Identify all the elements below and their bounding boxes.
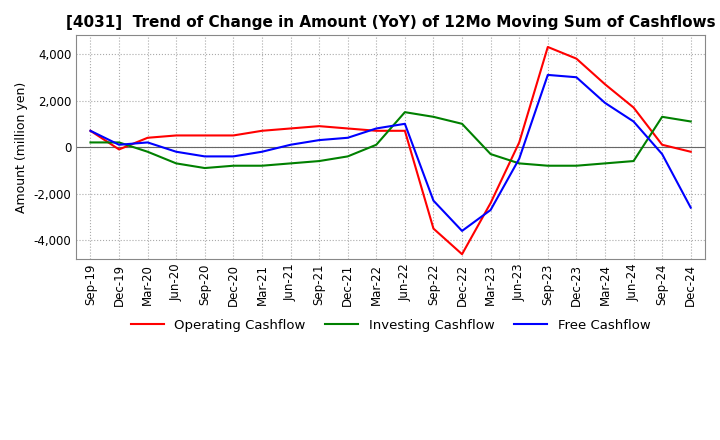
Free Cashflow <box>258 149 266 154</box>
Operating Cashflow <box>287 126 295 131</box>
Free Cashflow <box>572 75 581 80</box>
Free Cashflow <box>686 205 695 210</box>
Operating Cashflow <box>372 128 381 133</box>
Investing Cashflow <box>114 140 123 145</box>
Operating Cashflow <box>629 105 638 110</box>
Operating Cashflow <box>86 128 95 133</box>
Free Cashflow <box>486 207 495 213</box>
Free Cashflow <box>229 154 238 159</box>
Y-axis label: Amount (million yen): Amount (million yen) <box>15 81 28 213</box>
Free Cashflow <box>143 140 152 145</box>
Investing Cashflow <box>600 161 609 166</box>
Investing Cashflow <box>172 161 181 166</box>
Investing Cashflow <box>686 119 695 124</box>
Legend: Operating Cashflow, Investing Cashflow, Free Cashflow: Operating Cashflow, Investing Cashflow, … <box>125 314 656 337</box>
Free Cashflow <box>629 119 638 124</box>
Free Cashflow <box>200 154 209 159</box>
Operating Cashflow <box>315 124 323 129</box>
Free Cashflow <box>315 137 323 143</box>
Free Cashflow <box>172 149 181 154</box>
Free Cashflow <box>658 151 667 157</box>
Free Cashflow <box>600 100 609 106</box>
Free Cashflow <box>287 142 295 147</box>
Operating Cashflow <box>515 140 523 145</box>
Investing Cashflow <box>400 110 409 115</box>
Line: Operating Cashflow: Operating Cashflow <box>91 47 690 254</box>
Operating Cashflow <box>343 126 352 131</box>
Investing Cashflow <box>544 163 552 169</box>
Investing Cashflow <box>572 163 581 169</box>
Operating Cashflow <box>600 81 609 87</box>
Title: [4031]  Trend of Change in Amount (YoY) of 12Mo Moving Sum of Cashflows: [4031] Trend of Change in Amount (YoY) o… <box>66 15 716 30</box>
Operating Cashflow <box>229 133 238 138</box>
Investing Cashflow <box>343 154 352 159</box>
Investing Cashflow <box>458 121 467 126</box>
Free Cashflow <box>544 72 552 77</box>
Operating Cashflow <box>686 149 695 154</box>
Investing Cashflow <box>429 114 438 120</box>
Investing Cashflow <box>86 140 95 145</box>
Investing Cashflow <box>515 161 523 166</box>
Investing Cashflow <box>229 163 238 169</box>
Investing Cashflow <box>258 163 266 169</box>
Investing Cashflow <box>315 158 323 164</box>
Operating Cashflow <box>486 200 495 205</box>
Free Cashflow <box>86 128 95 133</box>
Free Cashflow <box>372 126 381 131</box>
Investing Cashflow <box>287 161 295 166</box>
Line: Investing Cashflow: Investing Cashflow <box>91 112 690 168</box>
Investing Cashflow <box>372 142 381 147</box>
Operating Cashflow <box>258 128 266 133</box>
Operating Cashflow <box>172 133 181 138</box>
Free Cashflow <box>429 198 438 203</box>
Investing Cashflow <box>629 158 638 164</box>
Investing Cashflow <box>486 151 495 157</box>
Investing Cashflow <box>658 114 667 120</box>
Operating Cashflow <box>429 226 438 231</box>
Operating Cashflow <box>658 142 667 147</box>
Free Cashflow <box>458 228 467 234</box>
Operating Cashflow <box>544 44 552 50</box>
Investing Cashflow <box>143 149 152 154</box>
Line: Free Cashflow: Free Cashflow <box>91 75 690 231</box>
Investing Cashflow <box>200 165 209 171</box>
Operating Cashflow <box>458 252 467 257</box>
Free Cashflow <box>400 121 409 126</box>
Operating Cashflow <box>114 147 123 152</box>
Operating Cashflow <box>572 56 581 61</box>
Operating Cashflow <box>200 133 209 138</box>
Operating Cashflow <box>400 128 409 133</box>
Operating Cashflow <box>143 135 152 140</box>
Free Cashflow <box>114 142 123 147</box>
Free Cashflow <box>343 135 352 140</box>
Free Cashflow <box>515 156 523 161</box>
